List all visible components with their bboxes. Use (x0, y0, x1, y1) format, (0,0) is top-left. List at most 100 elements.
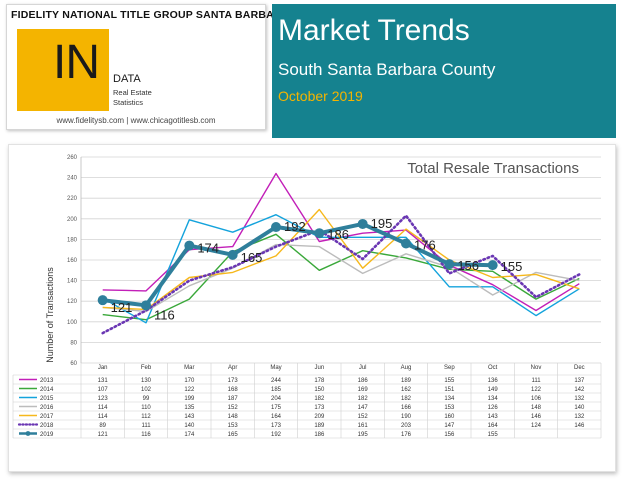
y-tick-label: 80 (70, 340, 77, 346)
table-cell: 182 (401, 396, 412, 402)
table-cell: 244 (271, 378, 282, 384)
table-cell: 89 (99, 423, 106, 429)
data-label: 121 (111, 300, 133, 315)
table-cell: 131 (98, 378, 109, 384)
table-cell: 122 (184, 387, 195, 393)
table-cell: 126 (488, 405, 499, 411)
website-urls: www.fidelitysb.com | www.chicagotitlesb.… (56, 116, 216, 125)
table-cell: 112 (141, 414, 151, 420)
y-tick-label: 220 (67, 196, 78, 202)
series-line-2018 (101, 214, 581, 335)
data-label: 155 (501, 259, 523, 274)
data-point-2019 (141, 300, 151, 311)
table-cell: 99 (143, 396, 150, 402)
y-tick-label: 180 (67, 237, 78, 243)
x-tick-label: May (270, 365, 281, 371)
logo-box: FIDELITY NATIONAL TITLE GROUP SANTA BARB… (6, 4, 289, 130)
table-cell: 173 (271, 423, 282, 429)
data-point-2019 (357, 218, 368, 229)
table-cell: 164 (271, 414, 282, 420)
table-cell: 148 (228, 414, 239, 420)
table-cell: 182 (314, 396, 325, 402)
table-cell: 114 (98, 405, 108, 411)
logo-in-text: IN (53, 36, 100, 89)
legend-label: 2014 (40, 387, 54, 393)
data-point-2019 (444, 259, 455, 270)
table-cell: 148 (531, 405, 542, 411)
table-cell: 189 (401, 378, 412, 384)
region-subtitle: South Santa Barbara County (278, 60, 496, 79)
x-tick-label: Jul (359, 365, 367, 371)
table-cell: 114 (98, 414, 108, 420)
table-cell: 169 (358, 387, 369, 393)
x-tick-label: Dec (574, 365, 585, 371)
table-cell: 122 (531, 387, 542, 393)
logo-yellow-block (17, 29, 109, 111)
table-cell: 137 (574, 378, 585, 384)
table-cell: 134 (444, 396, 455, 402)
table-cell: 135 (184, 405, 195, 411)
chart-title: Total Resale Transactions (407, 160, 579, 177)
legend-marker (25, 431, 31, 436)
y-tick-label: 60 (70, 361, 77, 367)
data-point-2019 (401, 238, 411, 249)
data-point-2019 (487, 260, 498, 271)
data-point-2019 (227, 249, 238, 260)
table-cell: 187 (228, 396, 239, 402)
table-cell: 164 (488, 423, 499, 429)
table-cell: 146 (574, 423, 585, 429)
table-cell: 107 (98, 387, 109, 393)
data-label: 156 (457, 258, 479, 273)
x-tick-label: Apr (228, 365, 237, 371)
y-axis-label: Number of Transactions (45, 267, 55, 363)
y-tick-label: 120 (67, 299, 78, 305)
data-point-2019 (97, 295, 108, 306)
table-cell: 156 (444, 432, 455, 438)
table-cell: 174 (184, 432, 195, 438)
logo-subtitle-2: Statistics (113, 98, 144, 107)
table-cell: 182 (358, 396, 369, 402)
data-label: 174 (197, 241, 219, 256)
table-cell: 166 (401, 405, 412, 411)
page-title: Market Trends (278, 14, 470, 47)
table-cell: 165 (228, 432, 239, 438)
table-cell: 143 (488, 414, 499, 420)
series-line-2017 (102, 208, 580, 311)
table-cell: 153 (444, 405, 455, 411)
table-cell: 155 (488, 432, 499, 438)
resale-transactions-chart: Total Resale Transactions Number of Tran… (12, 155, 602, 439)
legend-label: 2019 (40, 432, 54, 438)
y-tick-label: 100 (67, 320, 78, 326)
table-cell: 192 (271, 432, 282, 438)
data-point-2019 (271, 222, 281, 233)
table-cell: 116 (141, 432, 151, 438)
y-tick-label: 200 (67, 217, 78, 223)
table-cell: 110 (141, 405, 151, 411)
data-point-2019 (184, 240, 195, 251)
table-cell: 153 (228, 423, 239, 429)
table-cell: 140 (184, 423, 195, 429)
y-tick-label: 140 (67, 279, 78, 285)
table-cell: 168 (228, 387, 239, 393)
legend-label: 2018 (40, 423, 54, 429)
table-cell: 186 (314, 432, 325, 438)
table-cell: 134 (488, 396, 499, 402)
title-banner: Market Trends South Santa Barbara County… (272, 4, 616, 138)
logo-subtitle-1: Real Estate (113, 88, 152, 97)
table-cell: 102 (141, 387, 152, 393)
table-cell: 162 (401, 387, 412, 393)
y-tick-label: 260 (67, 155, 78, 161)
report-date: October 2019 (278, 88, 363, 104)
x-tick-label: Nov (531, 365, 542, 371)
table-cell: 136 (488, 378, 499, 384)
data-label: 116 (154, 307, 175, 322)
table-cell: 147 (358, 405, 369, 411)
table-cell: 140 (574, 405, 585, 411)
table-cell: 160 (444, 414, 455, 420)
x-tick-label: Jan (98, 365, 108, 371)
table-cell: 152 (358, 414, 369, 420)
table-cell: 175 (271, 405, 282, 411)
table-cell: 195 (358, 432, 369, 438)
table-cell: 132 (574, 396, 585, 402)
table-cell: 111 (141, 423, 151, 429)
